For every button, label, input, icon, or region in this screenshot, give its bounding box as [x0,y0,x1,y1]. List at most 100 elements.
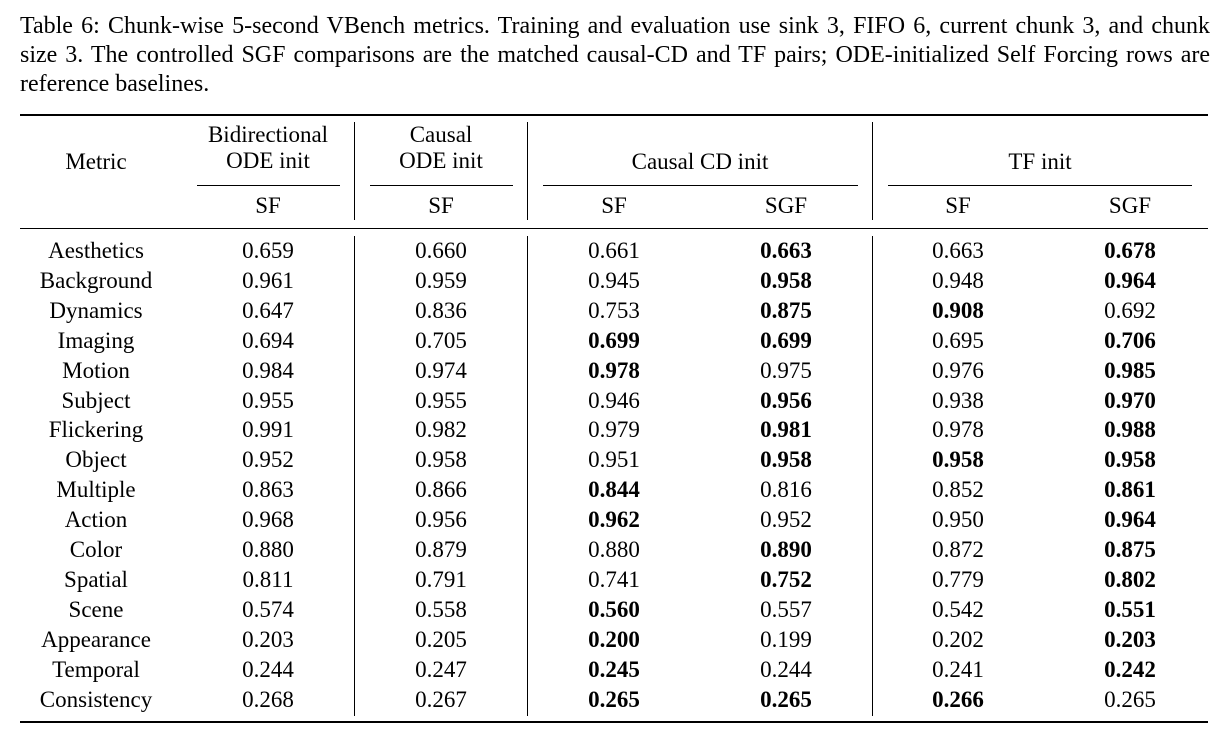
table-cell: 0.241 [932,657,984,682]
table-cell: 0.741 [588,567,640,592]
table-cell: 0.692 [1104,298,1156,323]
header-group-tf: TF init [1008,149,1072,174]
metric-label: Flickering [48,417,144,442]
table-cell: 0.816 [760,477,812,502]
table-cell: 0.267 [415,687,467,712]
header-group-causal-ode: Causal ODE init [399,122,483,173]
metric-label: Object [65,447,127,472]
table-cell: 0.872 [932,537,984,562]
table-cell: 0.574 [242,597,294,622]
subheader-sf-4: SF [945,193,971,218]
table-cell: 0.861 [1104,477,1156,502]
table-cell: 0.705 [415,328,467,353]
table-cell: 0.203 [1104,627,1156,652]
header-metric: Metric [65,149,127,174]
separator-body-1 [354,236,355,716]
subheader-sgf-1: SGF [764,193,808,218]
table-cell: 0.955 [415,388,467,413]
table-cell: 0.557 [760,597,812,622]
table-cell: 0.802 [1104,567,1156,592]
table-cell: 0.974 [415,358,467,383]
table-cell: 0.952 [760,507,812,532]
metric-label: Multiple [56,477,136,502]
table-cell: 0.879 [415,537,467,562]
table-cell: 0.991 [242,417,294,442]
metric-label: Appearance [41,627,151,652]
table-cell: 0.659 [242,238,294,263]
table-cell: 0.266 [932,687,984,712]
table-cell: 0.247 [415,657,467,682]
table-cell: 0.968 [242,507,294,532]
table-cell: 0.202 [932,627,984,652]
table-cell: 0.205 [415,627,467,652]
table-cell: 0.959 [415,268,467,293]
table-cell: 0.866 [415,477,467,502]
table-cell: 0.875 [1104,537,1156,562]
table-cell: 0.663 [932,238,984,263]
table-cell: 0.695 [932,328,984,353]
metric-label: Motion [62,358,130,383]
table-cell: 0.952 [242,447,294,472]
table-cell: 0.661 [588,238,640,263]
table-cell: 0.647 [242,298,294,323]
group-underline-2 [370,185,513,186]
separator-2 [527,122,528,220]
table-cell: 0.836 [415,298,467,323]
table-cell: 0.551 [1104,597,1156,622]
header-group-causal-cd: Causal CD init [631,149,769,174]
table-cell: 0.970 [1104,388,1156,413]
table-cell: 0.962 [588,507,640,532]
group-underline-1 [197,185,340,186]
header-group-bidirectional: Bidirectional ODE init [207,122,329,173]
table-cell: 0.961 [242,268,294,293]
metric-label: Background [39,268,153,293]
table-cell: 0.245 [588,657,640,682]
table-cell: 0.985 [1104,358,1156,383]
bottom-rule [20,721,1208,723]
metric-label: Subject [61,388,131,413]
separator-1 [354,122,355,220]
table-cell: 0.982 [415,417,467,442]
header-rule [20,228,1208,229]
table-cell: 0.890 [760,537,812,562]
table-cell: 0.265 [760,687,812,712]
table-cell: 0.265 [588,687,640,712]
table-cell: 0.988 [1104,417,1156,442]
table-cell: 0.945 [588,268,640,293]
table-cell: 0.978 [588,358,640,383]
table-cell: 0.558 [415,597,467,622]
table-cell: 0.951 [588,447,640,472]
subheader-sgf-2: SGF [1108,193,1152,218]
table-cell: 0.964 [1104,268,1156,293]
table-cell: 0.244 [760,657,812,682]
separator-body-3 [872,236,873,716]
table-cell: 0.975 [760,358,812,383]
table-cell: 0.560 [588,597,640,622]
table-cell: 0.844 [588,477,640,502]
table-cell: 0.946 [588,388,640,413]
table-cell: 0.265 [1104,687,1156,712]
table-cell: 0.660 [415,238,467,263]
table-cell: 0.244 [242,657,294,682]
metric-label: Scene [68,597,124,622]
subheader-sf-1: SF [255,193,281,218]
table-cell: 0.880 [588,537,640,562]
table-cell: 0.955 [242,388,294,413]
table-cell: 0.948 [932,268,984,293]
metric-label: Color [69,537,123,562]
table-cell: 0.978 [932,417,984,442]
table-cell: 0.956 [760,388,812,413]
metric-label: Temporal [52,657,140,682]
table-cell: 0.984 [242,358,294,383]
table-cell: 0.753 [588,298,640,323]
metric-label: Action [64,507,128,532]
table-cell: 0.976 [932,358,984,383]
table-cell: 0.694 [242,328,294,353]
table-cell: 0.268 [242,687,294,712]
group-underline-3 [543,185,858,186]
table-cell: 0.938 [932,388,984,413]
table-cell: 0.979 [588,417,640,442]
table-cell: 0.908 [932,298,984,323]
metric-label: Imaging [57,328,135,353]
table-cell: 0.199 [760,627,812,652]
